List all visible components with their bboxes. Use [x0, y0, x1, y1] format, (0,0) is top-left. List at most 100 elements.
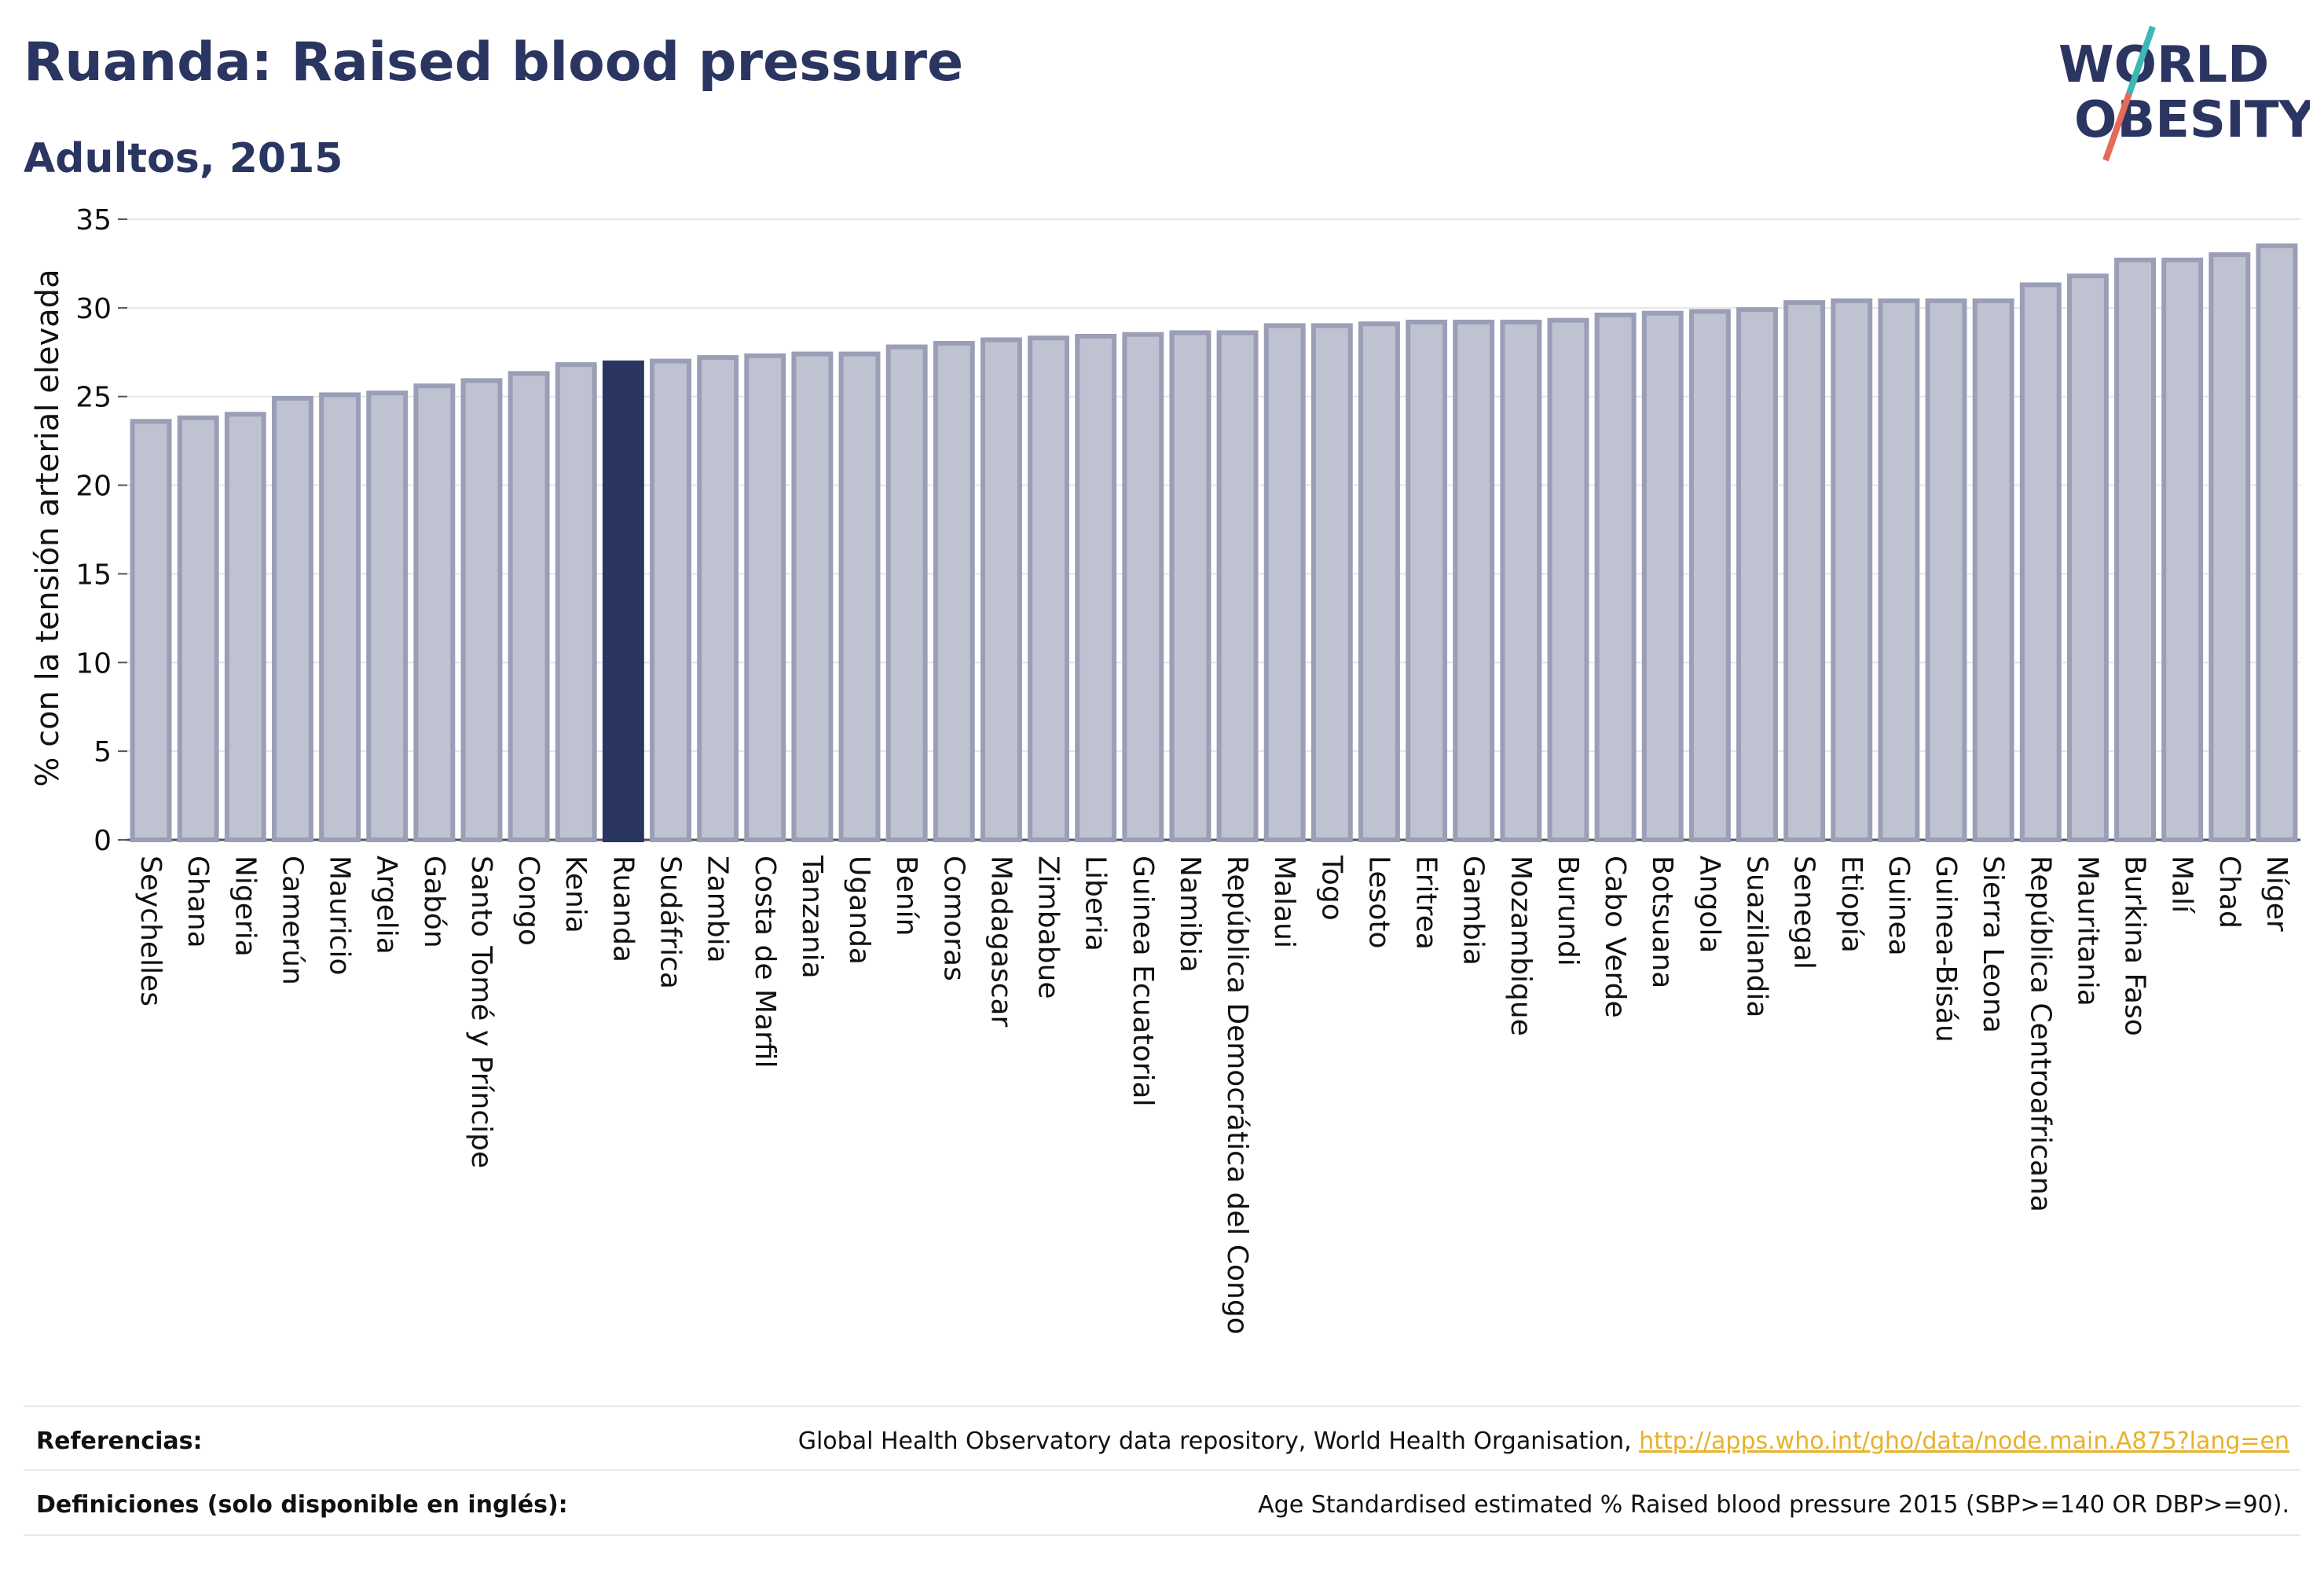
- bar-mauritania[interactable]: [2066, 273, 2109, 842]
- bar-argelia[interactable]: [366, 390, 409, 842]
- bar-zimbabue[interactable]: [1028, 335, 1069, 842]
- x-tick-label: Zimbabue: [1032, 856, 1065, 999]
- bar-senegal[interactable]: [1783, 300, 1826, 843]
- references-link[interactable]: http://apps.who.int/gho/data/node.main.A…: [1639, 1428, 2289, 1455]
- bar-botsuana[interactable]: [1641, 310, 1684, 842]
- bar-camerún[interactable]: [272, 395, 313, 842]
- bar-chad[interactable]: [2209, 252, 2251, 842]
- bar-seychelles[interactable]: [130, 419, 172, 842]
- bar-guinea-ecuatorial[interactable]: [1122, 332, 1164, 842]
- y-tick-label: 20: [75, 471, 112, 503]
- x-tick-label: Seychelles: [134, 856, 167, 1006]
- y-tick-label: 25: [75, 382, 112, 414]
- bar-ruanda[interactable]: [602, 360, 644, 843]
- bar-comoras[interactable]: [933, 341, 975, 842]
- bar-eritrea[interactable]: [1406, 319, 1448, 842]
- bar-malaui[interactable]: [1263, 323, 1306, 842]
- bar-ghana[interactable]: [177, 415, 219, 842]
- y-tick-label: 35: [75, 204, 112, 236]
- bar-congo[interactable]: [508, 371, 550, 843]
- bar-madagascar[interactable]: [980, 337, 1022, 842]
- bar-burundi[interactable]: [1547, 317, 1589, 842]
- bar-guinea-bisáu[interactable]: [1925, 298, 1967, 843]
- bar-liberia[interactable]: [1075, 333, 1117, 842]
- x-tick-label: Gabón: [418, 856, 450, 948]
- y-tick-label: 0: [93, 825, 112, 857]
- x-tick-label: Botsuana: [1646, 856, 1678, 988]
- x-tick-label: Argelia: [371, 856, 403, 955]
- x-tick-label: Ruanda: [607, 856, 639, 962]
- x-tick-label: Mozambique: [1505, 856, 1537, 1036]
- x-tick-label: Malí: [2166, 856, 2198, 914]
- bar-santo-tomé-y-príncipe[interactable]: [460, 378, 503, 842]
- bars: [130, 243, 2298, 843]
- x-tick-label: Etiopía: [1835, 856, 1868, 953]
- bar-sierra-leona[interactable]: [1972, 298, 2014, 843]
- y-tick-label: 5: [93, 736, 112, 768]
- y-tick-label: 15: [75, 559, 112, 591]
- x-tick-label: Togo: [1315, 855, 1347, 921]
- x-tick-label: Kenia: [559, 856, 592, 933]
- x-tick-label: Mauritania: [2071, 856, 2103, 1006]
- bar-lesoto[interactable]: [1358, 321, 1400, 842]
- x-tick-label: Senegal: [1788, 856, 1820, 969]
- world-obesity-logo: WORLD OBESITY: [2058, 25, 2310, 162]
- references-label: Referencias:: [36, 1428, 203, 1455]
- x-tick-label: Uganda: [843, 856, 875, 965]
- x-tick-label: Cabo Verde: [1599, 856, 1631, 1018]
- bar-níger[interactable]: [2256, 243, 2298, 843]
- bar-gabón[interactable]: [413, 383, 456, 842]
- bar-angola[interactable]: [1688, 309, 1731, 843]
- y-axis-ticks: 0 5 10 15 20 25 30 35: [75, 204, 127, 857]
- bar-nigeria[interactable]: [224, 412, 266, 842]
- logo-slash-coral: [2102, 92, 2132, 162]
- x-tick-label: Costa de Marfil: [749, 856, 781, 1068]
- bar-mauricio[interactable]: [319, 392, 361, 842]
- x-tick-label: Comoras: [937, 856, 970, 981]
- bar-uganda[interactable]: [838, 351, 881, 842]
- footer-divider-middle: [24, 1469, 2300, 1471]
- bar-namibia[interactable]: [1169, 330, 1211, 842]
- bar-tanzania[interactable]: [791, 351, 834, 842]
- bar-república-democrática-del-congo[interactable]: [1216, 330, 1259, 842]
- chart-subtitle: Adultos, 2015: [24, 135, 343, 182]
- bar-gambia[interactable]: [1453, 319, 1495, 842]
- x-tick-label: Guinea: [1882, 856, 1915, 956]
- y-axis-label: % con la tensión arterial elevada: [30, 269, 66, 786]
- x-tick-label: Congo: [512, 856, 544, 946]
- x-tick-label: Chad: [2213, 856, 2245, 929]
- bar-república-centroafricana[interactable]: [2019, 282, 2062, 842]
- bar-malí[interactable]: [2161, 257, 2204, 842]
- bar-cabo-verde[interactable]: [1594, 312, 1637, 842]
- definitions-label: Definiciones (solo disponible en inglés)…: [36, 1491, 568, 1519]
- bar-togo[interactable]: [1310, 323, 1353, 842]
- bar-zambia[interactable]: [697, 355, 739, 842]
- footer-divider-top: [24, 1406, 2300, 1407]
- bar-benín[interactable]: [885, 344, 928, 842]
- bar-chart: 0 5 10 15 20 25 30 35 Seychelles Ghana Nigeria Cam…: [30, 204, 2300, 1335]
- x-tick-label: Angola: [1693, 856, 1725, 953]
- logo-slash-teal: [2126, 25, 2156, 95]
- bar-kenia[interactable]: [555, 362, 597, 843]
- x-tick-label: Gambia: [1457, 856, 1490, 966]
- y-tick-label: 10: [75, 647, 112, 680]
- references-text: Global Health Observatory data repositor…: [797, 1428, 1640, 1455]
- x-tick-label: Madagascar: [984, 856, 1017, 1028]
- logo-line1: WORLD: [2058, 36, 2269, 94]
- bar-guinea[interactable]: [1878, 298, 1920, 843]
- x-tick-label: Malaui: [1268, 856, 1300, 948]
- footer-divider-bottom: [24, 1534, 2300, 1536]
- bar-mozambique[interactable]: [1500, 319, 1542, 842]
- y-tick-label: 30: [75, 293, 112, 325]
- bar-burkina-faso[interactable]: [2114, 257, 2156, 842]
- bar-etiopía[interactable]: [1831, 298, 1873, 843]
- x-tick-label: Guinea-Bisáu: [1930, 856, 1962, 1043]
- x-tick-label: República Centroafricana: [2024, 856, 2056, 1212]
- x-tick-label: Sudáfrica: [654, 856, 687, 989]
- x-tick-label: Burundi: [1552, 856, 1584, 966]
- bar-costa-de-marfil[interactable]: [744, 353, 786, 842]
- bar-suazilandia[interactable]: [1736, 307, 1778, 843]
- bar-sudáfrica[interactable]: [650, 358, 691, 843]
- x-tick-label: República Democrática del Congo: [1221, 856, 1253, 1335]
- x-tick-label: Nigeria: [229, 856, 261, 957]
